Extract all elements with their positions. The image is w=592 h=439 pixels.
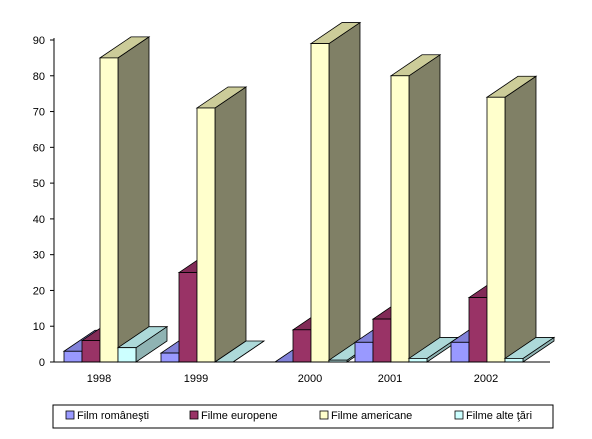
bar-front bbox=[63, 350, 83, 363]
y-axis: 0 10 20 30 40 50 60 70 80 90 bbox=[33, 35, 55, 369]
y-tick-label: 0 bbox=[39, 357, 45, 369]
bar-front bbox=[450, 341, 470, 363]
bar bbox=[195, 86, 248, 363]
bar-side bbox=[504, 75, 537, 363]
bar-front bbox=[117, 347, 137, 363]
bar-front bbox=[81, 340, 101, 363]
legend: Film româneşti Filme europene Filme americ… bbox=[52, 404, 554, 429]
bar-front bbox=[99, 57, 119, 363]
y-tick-label: 40 bbox=[33, 214, 45, 226]
x-tick-label: 1998 bbox=[87, 373, 111, 385]
legend-item: Filme americane bbox=[319, 410, 412, 422]
bar-front bbox=[408, 358, 428, 363]
bar bbox=[116, 325, 169, 363]
bar-front bbox=[486, 96, 506, 363]
y-tick-label: 30 bbox=[33, 250, 45, 262]
x-tick-label: 2000 bbox=[298, 373, 322, 385]
bar bbox=[98, 36, 151, 363]
y-tick-label: 20 bbox=[33, 285, 45, 297]
legend-swatch bbox=[454, 410, 464, 420]
bar bbox=[503, 336, 556, 363]
bar bbox=[485, 75, 538, 363]
legend-label: Filme alte ţări bbox=[466, 410, 532, 422]
bar-front bbox=[372, 318, 392, 363]
y-tick-label: 10 bbox=[33, 321, 45, 333]
legend-item: Filme alte ţări bbox=[454, 410, 532, 422]
bar-front bbox=[292, 329, 312, 363]
legend-swatch bbox=[65, 410, 75, 420]
legend-swatch bbox=[319, 410, 329, 420]
bar bbox=[309, 21, 362, 363]
y-tick-label: 90 bbox=[33, 35, 45, 47]
bar-front bbox=[160, 352, 180, 363]
legend-item: Film româneşti bbox=[65, 410, 149, 422]
bar bbox=[389, 54, 442, 363]
bar-front bbox=[390, 75, 410, 363]
x-axis: 1998 1999 2000 2001 2002 bbox=[54, 361, 550, 385]
y-tick-label: 70 bbox=[33, 107, 45, 119]
legend-item: Filme europene bbox=[189, 410, 277, 422]
x-tick-label: 1999 bbox=[184, 373, 208, 385]
bar-front bbox=[178, 272, 198, 363]
bar-front bbox=[354, 341, 374, 363]
x-tick-label: 2002 bbox=[474, 373, 498, 385]
legend-label: Filme europene bbox=[201, 410, 277, 422]
bar-side bbox=[408, 54, 441, 363]
legend-box bbox=[52, 404, 554, 429]
bar-front bbox=[310, 43, 330, 363]
bar-front bbox=[468, 297, 488, 363]
bars bbox=[62, 21, 556, 363]
y-tick-label: 50 bbox=[33, 178, 45, 190]
bar-front bbox=[504, 358, 524, 363]
x-tick-label: 2001 bbox=[378, 373, 402, 385]
legend-label: Film româneşti bbox=[77, 410, 149, 422]
bar-side bbox=[328, 21, 361, 363]
legend-label: Filme americane bbox=[331, 410, 412, 422]
bar-side bbox=[214, 86, 247, 363]
bar-side bbox=[117, 36, 150, 363]
legend-swatch bbox=[189, 410, 199, 420]
bar-front bbox=[196, 107, 216, 363]
y-tick-label: 80 bbox=[33, 71, 45, 83]
y-tick-label: 60 bbox=[33, 142, 45, 154]
